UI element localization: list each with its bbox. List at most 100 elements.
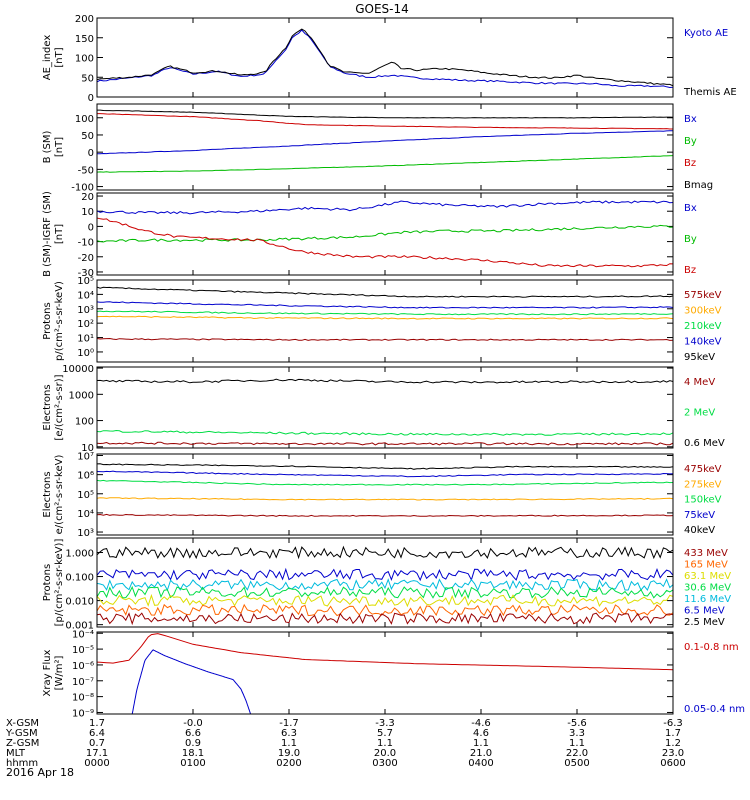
ylabel-8-0: Xray Flux [42, 649, 53, 696]
panel-1: 0 50 100 150 200 AE_index [nT] Kyoto AE Themis A… [42, 14, 737, 104]
xaxis-value-0-6: -6.3 [663, 718, 683, 729]
xaxis-value-2-0: 0.7 [89, 738, 105, 749]
xaxis-row-label-0: X-GSM [6, 718, 39, 729]
series-6-1 [97, 497, 673, 501]
legend-2-2: Bz [684, 158, 696, 169]
series-6-0 [97, 513, 673, 517]
xaxis-value-4-1: 0100 [180, 758, 205, 769]
ytick-label-6-1: 10⁴ [77, 509, 94, 520]
legend-5-1: 2 MeV [684, 408, 715, 419]
legend-4-2: 210keV [684, 321, 722, 332]
legend-7-4: 11.6 MeV [684, 594, 731, 605]
date-label: 2016 Apr 18 [6, 766, 75, 779]
xaxis-value-3-4: 21.0 [470, 748, 492, 759]
ytick-label-6-4: 10⁷ [77, 452, 94, 463]
ylabel-1-0: AE_index [42, 35, 53, 81]
xaxis-value-2-6: 1.2 [665, 738, 681, 749]
xaxis-value-1-6: 1.7 [665, 728, 681, 739]
panel-3: -30 -20 -10 0 10 20 B (SM)-IGRF (SM) [nT] Bx By Bz [42, 191, 697, 279]
ytick-label-4-1: 10¹ [77, 334, 94, 345]
legend-6-2: 150keV [684, 495, 722, 506]
series-7-2 [97, 578, 673, 592]
legend-8-1: 0.05-0.4 nm [684, 704, 745, 715]
series-5-0 [97, 441, 673, 446]
panel-frame-6 [96, 453, 674, 536]
ylabel-5-1: [e/(cm²-s-sr)] [54, 374, 65, 440]
panel-frame-8 [96, 631, 674, 715]
ylabel-5-0: Electrons [42, 384, 53, 430]
ytick-label-4-4: 10⁴ [77, 290, 94, 301]
ytick-label-3-4: 10 [81, 207, 94, 218]
ylabel-7-1: [p/(cm²-s-sr-keV)] [54, 539, 65, 627]
series-5-2 [97, 378, 673, 384]
panel-frame-3 [96, 192, 674, 276]
ylabel-3-0: B (SM)-IGRF (SM) [42, 191, 53, 277]
ytick-label-1-1: 50 [81, 73, 94, 84]
xaxis-value-0-3: -3.3 [375, 718, 395, 729]
series-4-1 [97, 315, 673, 320]
legend-7-5: 6.5 MeV [684, 606, 725, 617]
legend-4-1: 300keV [684, 306, 722, 317]
legend-3-0: Bx [684, 203, 697, 214]
ylabel-8-1: [W/m²] [54, 655, 65, 690]
panel-frame-7 [96, 537, 674, 628]
xaxis-value-3-6: 23.0 [662, 748, 684, 759]
xaxis-value-3-0: 17.1 [86, 748, 108, 759]
legend-7-1: 165 MeV [684, 560, 728, 571]
series-5-1 [97, 429, 673, 436]
ytick-label-5-0: 10 [81, 443, 94, 454]
xaxis-value-4-5: 0500 [564, 758, 589, 769]
series-2-0 [97, 130, 673, 155]
xaxis-value-1-5: 3.3 [569, 728, 585, 739]
ylabel-4-0: Protons [42, 302, 53, 339]
xaxis-row-label-1: Y-GSM [5, 728, 38, 739]
xaxis-value-3-3: 20.0 [374, 748, 396, 759]
series-1-0 [97, 29, 673, 89]
ytick-label-6-3: 10⁶ [77, 471, 94, 482]
ytick-label-7-3: 1.000 [65, 548, 94, 559]
xaxis-value-4-4: 0400 [468, 758, 493, 769]
ytick-label-2-0: -100 [71, 183, 94, 194]
xaxis-value-3-2: 19.0 [278, 748, 300, 759]
ytick-label-4-5: 10⁵ [77, 276, 94, 287]
xaxis-value-3-5: 22.0 [566, 748, 588, 759]
x-axis-labels: X-GSM 1.7 -0.0 -1.7 -3.3 -4.6 -5.6 -6.3 Y-GSM 6.4… [5, 718, 686, 769]
series-7-5 [97, 603, 673, 617]
ylabel-3-1: [nT] [54, 224, 65, 244]
ytick-label-4-2: 10² [77, 319, 94, 330]
legend-7-2: 63.1 MeV [684, 571, 731, 582]
ylabel-2-0: B (SM) [42, 130, 53, 163]
legend-7-6: 2.5 MeV [684, 617, 725, 628]
ylabel-2-1: [nT] [54, 137, 65, 157]
panel-frame-1 [96, 17, 674, 98]
series-3-1 [97, 224, 673, 243]
ytick-label-1-4: 200 [75, 14, 94, 25]
legend-4-0: 575keV [684, 290, 722, 301]
ytick-label-4-0: 10⁰ [77, 348, 94, 359]
xaxis-value-1-2: 6.3 [281, 728, 297, 739]
series-7-6 [97, 612, 673, 626]
xaxis-value-4-2: 0200 [276, 758, 301, 769]
panel-frame-4 [96, 279, 674, 363]
ylabel-6-1: e/(cm²-s-sr-keV) [54, 455, 65, 535]
series-8-1 [131, 649, 252, 714]
series-3-2 [97, 217, 673, 268]
ylabel-6-0: Electrons [42, 471, 53, 517]
ytick-label-3-1: -20 [78, 253, 94, 264]
legend-1-1: Themis AE [683, 87, 737, 98]
series-4-0 [97, 337, 673, 341]
legend-6-0: 475keV [684, 464, 722, 475]
panel-7: 0.001 0.010 0.100 1.000 Protons [p/(cm²-s-sr-… [42, 537, 731, 632]
series-7-0 [97, 545, 673, 560]
xaxis-value-1-3: 5.7 [377, 728, 393, 739]
ytick-label-6-2: 10⁵ [77, 490, 94, 501]
ytick-label-3-2: -10 [78, 238, 94, 249]
ytick-label-5-1: 100 [75, 417, 94, 428]
xaxis-value-2-2: 1.1 [281, 738, 297, 749]
xaxis-value-2-1: 0.9 [185, 738, 201, 749]
ytick-label-1-0: 0 [88, 93, 94, 104]
ytick-label-8-3: 10⁻⁶ [72, 661, 94, 672]
legend-4-3: 140keV [684, 337, 722, 348]
panel-6: 10³ 10⁴ 10⁵ 10⁶ 10⁷ Electrons e/(cm²-s-sr-keV)… [42, 452, 722, 540]
